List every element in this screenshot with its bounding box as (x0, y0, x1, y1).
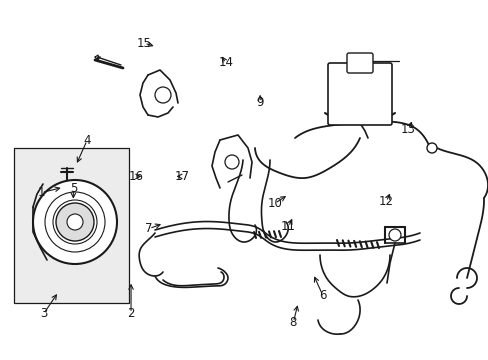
Text: 8: 8 (289, 316, 297, 329)
Text: 9: 9 (256, 96, 264, 109)
Text: 3: 3 (40, 307, 48, 320)
Circle shape (388, 229, 400, 241)
Bar (14, 148, 129, 303)
Text: 17: 17 (175, 170, 189, 183)
Text: 12: 12 (378, 195, 393, 208)
Circle shape (67, 214, 83, 230)
Text: 7: 7 (145, 222, 153, 235)
Text: 11: 11 (281, 220, 295, 233)
Circle shape (33, 180, 117, 264)
Text: 16: 16 (128, 170, 143, 183)
Circle shape (56, 203, 94, 241)
FancyBboxPatch shape (346, 53, 372, 73)
Text: 14: 14 (218, 57, 233, 69)
FancyBboxPatch shape (327, 63, 391, 125)
Text: 4: 4 (83, 134, 91, 147)
Circle shape (426, 143, 436, 153)
Text: 2: 2 (127, 307, 135, 320)
Text: 5: 5 (69, 183, 77, 195)
Text: 15: 15 (137, 37, 151, 50)
Text: 10: 10 (267, 197, 282, 210)
Text: 1: 1 (38, 186, 45, 199)
Text: 6: 6 (318, 289, 326, 302)
Text: 13: 13 (400, 123, 415, 136)
